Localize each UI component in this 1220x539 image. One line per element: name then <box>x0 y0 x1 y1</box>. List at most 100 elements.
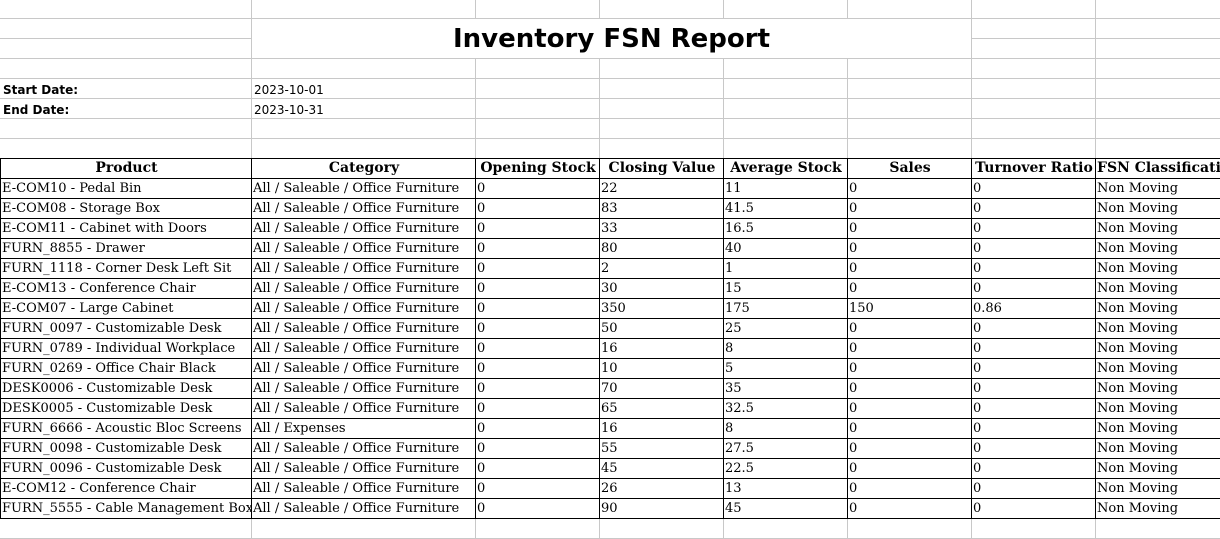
table-cell: E-COM12 - Conference Chair <box>0 478 252 499</box>
table-cell: 55 <box>599 438 724 459</box>
table-cell: 0 <box>847 498 972 519</box>
table-row: FURN_6666 - Acoustic Bloc Screens All / E… <box>0 418 1220 439</box>
table-cell: Non Moving <box>1095 178 1220 199</box>
table-cell: Non Moving <box>1095 478 1220 499</box>
table-cell: 1 <box>723 258 848 279</box>
table-row: E-COM07 - Large Cabinet All / Saleable / … <box>0 298 1220 319</box>
table-cell: E-COM10 - Pedal Bin <box>0 178 252 199</box>
table-cell: 0 <box>971 318 1096 339</box>
column-header: Average Stock <box>723 158 848 179</box>
table-row: E-COM12 - Conference Chair All / Saleable… <box>0 478 1220 499</box>
column-header: Product <box>0 158 252 179</box>
table-row: FURN_5555 - Cable Management Box All / Sa… <box>0 498 1220 519</box>
table-cell: 0 <box>971 338 1096 359</box>
table-row: E-COM08 - Storage Box All / Saleable / Of… <box>0 198 1220 219</box>
start-date-label: Start Date: <box>3 83 79 97</box>
table-cell: Non Moving <box>1095 498 1220 519</box>
table-cell: 0 <box>971 278 1096 299</box>
column-header: Closing Value <box>599 158 724 179</box>
table-cell: Non Moving <box>1095 298 1220 319</box>
table-cell: 0 <box>475 258 600 279</box>
table-cell: 0 <box>847 278 972 299</box>
table-cell: 0 <box>847 258 972 279</box>
table-cell: E-COM08 - Storage Box <box>0 198 252 219</box>
table-cell: 22 <box>599 178 724 199</box>
fsn-table: Product Category Opening Stock Closing Valu… <box>0 158 1220 519</box>
table-cell: FURN_0096 - Customizable Desk <box>0 458 252 479</box>
table-cell: FURN_0269 - Office Chair Black <box>0 358 252 379</box>
table-cell: All / Saleable / Office Furniture <box>251 178 476 199</box>
table-cell: 0 <box>475 418 600 439</box>
table-cell: 32.5 <box>723 398 848 419</box>
table-cell: Non Moving <box>1095 278 1220 299</box>
table-cell: Non Moving <box>1095 378 1220 399</box>
table-cell: 0 <box>847 418 972 439</box>
table-cell: 2 <box>599 258 724 279</box>
table-cell: 8 <box>723 338 848 359</box>
grid-h <box>0 58 1220 59</box>
table-cell: 40 <box>723 238 848 259</box>
table-row: DESK0006 - Customizable Desk All / Saleab… <box>0 378 1220 399</box>
table-cell: All / Saleable / Office Furniture <box>251 478 476 499</box>
column-header: Sales <box>847 158 972 179</box>
grid-h <box>0 98 1220 99</box>
table-cell: 11 <box>723 178 848 199</box>
table-row: FURN_1118 - Corner Desk Left Sit All / Sa… <box>0 258 1220 279</box>
table-cell: 0 <box>475 298 600 319</box>
table-cell: 0 <box>971 178 1096 199</box>
table-cell: All / Saleable / Office Furniture <box>251 238 476 259</box>
table-cell: 0 <box>475 378 600 399</box>
table-cell: FURN_1118 - Corner Desk Left Sit <box>0 258 252 279</box>
table-cell: 0 <box>847 478 972 499</box>
table-cell: 0 <box>971 378 1096 399</box>
table-cell: FURN_8855 - Drawer <box>0 238 252 259</box>
table-cell: Non Moving <box>1095 218 1220 239</box>
table-cell: 0 <box>475 238 600 259</box>
table-row: DESK0005 - Customizable Desk All / Saleab… <box>0 398 1220 419</box>
table-cell: 0 <box>971 198 1096 219</box>
table-cell: All / Saleable / Office Furniture <box>251 318 476 339</box>
table-cell: 0 <box>475 278 600 299</box>
table-row: FURN_0096 - Customizable Desk All / Salea… <box>0 458 1220 479</box>
table-cell: Non Moving <box>1095 358 1220 379</box>
table-cell: All / Saleable / Office Furniture <box>251 258 476 279</box>
grid-h <box>0 78 1220 79</box>
grid-h <box>0 18 1220 19</box>
table-cell: DESK0006 - Customizable Desk <box>0 378 252 399</box>
table-cell: 0 <box>971 478 1096 499</box>
table-cell: All / Saleable / Office Furniture <box>251 398 476 419</box>
table-cell: 25 <box>723 318 848 339</box>
table-cell: 35 <box>723 378 848 399</box>
start-date-value: 2023-10-01 <box>254 83 324 97</box>
table-row: E-COM13 - Conference Chair All / Saleable… <box>0 278 1220 299</box>
table-cell: E-COM13 - Conference Chair <box>0 278 252 299</box>
table-cell: Non Moving <box>1095 258 1220 279</box>
table-cell: 80 <box>599 238 724 259</box>
table-cell: 22.5 <box>723 458 848 479</box>
table-cell: Non Moving <box>1095 318 1220 339</box>
table-cell: 0 <box>971 418 1096 439</box>
table-cell: 0 <box>971 218 1096 239</box>
table-cell: 0 <box>475 318 600 339</box>
table-cell: 5 <box>723 358 848 379</box>
table-cell: E-COM07 - Large Cabinet <box>0 298 252 319</box>
column-header: Opening Stock <box>475 158 600 179</box>
table-cell: 350 <box>599 298 724 319</box>
table-cell: FURN_0097 - Customizable Desk <box>0 318 252 339</box>
grid-h <box>0 118 1220 119</box>
table-cell: 0 <box>971 438 1096 459</box>
table-cell: 65 <box>599 398 724 419</box>
table-cell: 150 <box>847 298 972 319</box>
table-cell: 33 <box>599 218 724 239</box>
table-cell: 0 <box>971 258 1096 279</box>
table-row: FURN_8855 - Drawer All / Saleable / Offic… <box>0 238 1220 259</box>
table-cell: 0 <box>475 458 600 479</box>
table-cell: 10 <box>599 358 724 379</box>
table-cell: All / Saleable / Office Furniture <box>251 378 476 399</box>
table-cell: Non Moving <box>1095 458 1220 479</box>
table-cell: All / Saleable / Office Furniture <box>251 498 476 519</box>
table-cell: 0 <box>971 238 1096 259</box>
table-row: FURN_0098 - Customizable Desk All / Salea… <box>0 438 1220 459</box>
table-cell: 70 <box>599 378 724 399</box>
table-cell: All / Saleable / Office Furniture <box>251 218 476 239</box>
